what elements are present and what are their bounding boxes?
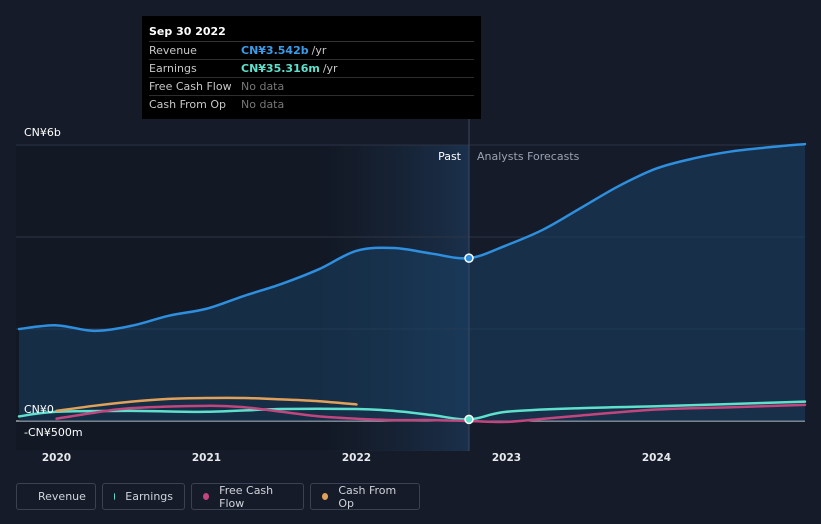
legend-dot-icon [322, 493, 329, 500]
legend-dot-icon [203, 493, 210, 500]
legend-item-cash-from-op[interactable]: Cash From Op [310, 483, 420, 510]
tooltip-label: Free Cash Flow [149, 80, 232, 93]
revenue-area [19, 144, 805, 421]
y-tick-label: CN¥6b [24, 126, 61, 139]
tooltip-unit: /yr [322, 62, 338, 75]
revenue-line [17, 142, 807, 333]
x-tick-label: 2023 [492, 452, 521, 464]
x-tick-label: 2020 [42, 452, 71, 464]
legend-item-free-cash-flow[interactable]: Free Cash Flow [191, 483, 304, 510]
tooltip-row-free-cash-flow: Free Cash Flow No data [149, 78, 474, 96]
earnings-marker [464, 414, 474, 425]
tooltip-date: Sep 30 2022 [149, 24, 474, 42]
y-tick-label: CN¥0 [24, 403, 54, 416]
cash-from-op-line [55, 396, 358, 413]
tooltip-value: No data [241, 98, 285, 111]
tooltip-unit: /yr [311, 44, 327, 57]
revenue-marker [464, 253, 474, 263]
earnings-line [17, 400, 807, 421]
legend-item-earnings[interactable]: Earnings [102, 483, 185, 510]
tooltip-row-earnings: Earnings CN¥35.316m /yr [149, 60, 474, 78]
tooltip-row-revenue: Revenue CN¥3.542b /yr [149, 42, 474, 60]
legend-item-revenue[interactable]: Revenue [16, 483, 96, 510]
free-cash-flow-line [55, 403, 807, 424]
legend: Revenue Earnings Free Cash Flow Cash Fro… [16, 483, 420, 510]
x-tick-label: 2021 [192, 452, 221, 464]
tooltip: Sep 30 2022 Revenue CN¥3.542b /yr Earnin… [142, 16, 481, 119]
tooltip-label: Revenue [149, 44, 197, 57]
tooltip-label: Earnings [149, 62, 197, 75]
legend-label: Revenue [38, 490, 86, 503]
tooltip-row-cash-from-op: Cash From Op No data [149, 96, 474, 113]
x-tick-label: 2024 [642, 452, 671, 464]
legend-label: Free Cash Flow [219, 483, 274, 510]
x-tick-label: 2022 [342, 452, 371, 464]
legend-label: Earnings [125, 490, 173, 503]
legend-label: Cash From Op [338, 483, 397, 510]
tooltip-label: Cash From Op [149, 98, 227, 111]
tooltip-value: No data [241, 80, 285, 93]
past-label: Past [438, 150, 462, 163]
forecast-label: Analysts Forecasts [477, 150, 580, 163]
tooltip-value: CN¥3.542b [241, 44, 309, 57]
legend-dot-icon [114, 493, 116, 500]
y-tick-label: -CN¥500m [24, 426, 83, 439]
tooltip-value: CN¥35.316m [241, 62, 320, 75]
